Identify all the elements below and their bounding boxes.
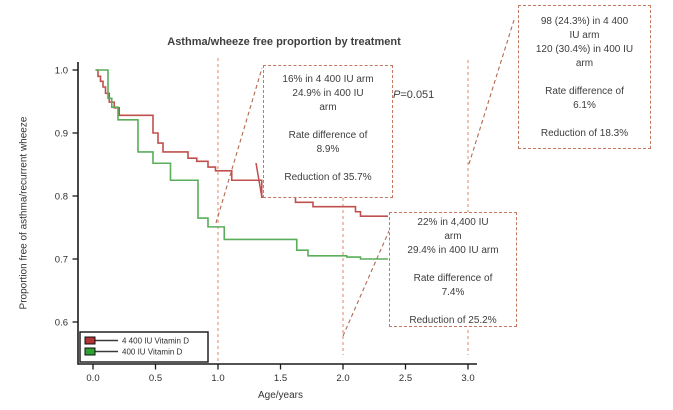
y-tick-label: 0.7 — [55, 255, 68, 266]
p-value-rest: =0.051 — [400, 89, 435, 101]
axes: 1.0 0.9 0.8 0.7 0.6 0.0 0.5 1.0 1.5 2.0 2.5 3.0 — [55, 62, 477, 384]
reference-lines — [217, 58, 469, 362]
annotation-blank-line — [390, 258, 516, 272]
annotation-line: 29.4% in 400 IU arm — [407, 245, 499, 256]
annotation-line: 7.4% — [441, 287, 465, 298]
annotation-box-age2: 22% in 4,400 IU arm 29.4% in 400 IU arm Ra… — [389, 212, 517, 327]
series-curves — [95, 69, 388, 260]
annotation-line: arm — [319, 102, 337, 113]
annotation-blank-line — [264, 157, 392, 171]
legend-marker-square — [84, 336, 96, 345]
callout-connector — [468, 19, 515, 165]
annotation-blank-line — [390, 300, 516, 314]
annotation-line: Reduction of 35.7% — [284, 172, 372, 183]
annotation-line: Rate difference of — [545, 86, 624, 97]
y-tick-label: 0.8 — [55, 192, 68, 203]
annotation-blank-line — [264, 115, 392, 129]
annotation-box-age1: 16% in 4 400 IU arm 24.9% in 400 IU arm Ra… — [263, 65, 393, 198]
callout-connector — [215, 67, 263, 224]
x-tick-label: 1.0 — [211, 373, 224, 384]
annotation-blank-line — [519, 71, 650, 85]
x-tick-label: 2.5 — [399, 373, 412, 384]
legend-box: 4 400 IU Vitamin D 400 IU Vitamin D — [79, 331, 209, 363]
series-curve-400iu — [95, 69, 388, 260]
annotation-line: Reduction of 25.2% — [409, 315, 497, 326]
y-axis-label: Proportion free of asthma/recurrent whee… — [18, 116, 30, 310]
annotation-line: 120 (30.4%) in 400 IU — [535, 44, 634, 55]
x-axis-label: Age/years — [257, 390, 304, 401]
annotation-line: 6.1% — [573, 100, 596, 111]
annotation-line: 24.9% in 400 IU — [292, 88, 364, 99]
y-tick-label: 1.0 — [55, 66, 68, 77]
annotation-line: arm — [444, 231, 462, 242]
annotation-line: Rate difference of — [288, 130, 368, 141]
annotation-box-age3: 98 (24.3%) in 4 400 IU arm 120 (30.4%) in … — [518, 5, 651, 149]
y-tick-label: 0.6 — [55, 318, 68, 329]
annotation-line: Rate difference of — [413, 273, 493, 284]
annotation-blank-line — [519, 113, 650, 127]
legend-item-label: 4 400 IU Vitamin D — [122, 337, 189, 346]
callout-connector — [342, 230, 390, 337]
chart-title: Asthma/wheeze free proportion by treatme… — [167, 36, 401, 48]
x-tick-label: 3.0 — [461, 373, 474, 384]
x-tick-label: 0.5 — [149, 373, 162, 384]
annotation-line: arm — [575, 58, 594, 69]
axis-lines — [77, 62, 477, 365]
legend-frame — [79, 331, 209, 363]
x-tick-label: 2.0 — [336, 373, 349, 384]
p-value-label: P=0.051 — [393, 89, 434, 101]
y-tick-label: 0.9 — [55, 129, 68, 140]
annotation-line: IU arm — [569, 30, 600, 41]
series-curve-4400iu — [95, 69, 388, 217]
annotation-line: Reduction of 18.3% — [540, 128, 629, 139]
x-tick-label: 0.0 — [86, 373, 99, 384]
legend-item-label: 400 IU Vitamin D — [122, 348, 183, 357]
p-value-italic-p: P — [393, 89, 401, 101]
annotation-line: 22% in 4,400 IU — [417, 217, 489, 228]
annotation-line: 16% in 4 400 IU arm — [282, 74, 374, 85]
annotation-line: 8.9% — [316, 144, 340, 155]
annotation-line: 98 (24.3%) in 4 400 — [540, 16, 629, 27]
x-tick-label: 1.5 — [274, 373, 287, 384]
legend-marker-square — [84, 347, 96, 356]
